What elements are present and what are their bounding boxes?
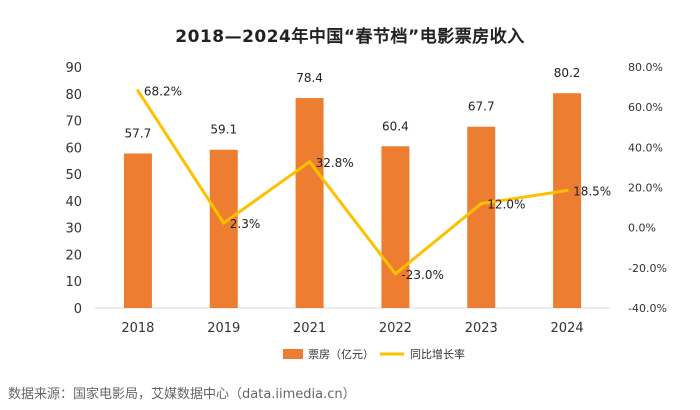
y-tick-label: 40 — [65, 195, 82, 210]
chart: 0 10 20 30 40 50 60 70 80 90 -40.0% -20.0% 0.0% 20.0%… — [65, 61, 667, 361]
y2-tick-label: 0.0% — [628, 222, 656, 235]
line-value-label: -23.0% — [401, 268, 443, 282]
line-point — [308, 160, 312, 164]
y2-tick-label: 40.0% — [628, 141, 663, 154]
line-point — [393, 272, 397, 276]
y2-tick-label: 80.0% — [628, 61, 663, 74]
bar-value-label: 78.4 — [296, 71, 323, 85]
line-value-label: 2.3% — [230, 217, 261, 231]
y2-tick-label: -20.0% — [628, 262, 667, 275]
bar — [467, 126, 496, 308]
x-tick-label: 2023 — [465, 321, 498, 336]
x-tick-label: 2021 — [293, 321, 326, 336]
line-point — [136, 89, 140, 93]
bar-value-label: 57.7 — [125, 126, 152, 140]
y2-tick-label: 60.0% — [628, 101, 663, 114]
y-tick-label: 60 — [65, 141, 82, 156]
y-tick-label: 90 — [65, 61, 82, 76]
y-tick-label: 20 — [65, 248, 82, 263]
bar-value-label: 80.2 — [554, 66, 581, 80]
bar — [209, 149, 238, 308]
y-tick-label: 10 — [65, 275, 82, 290]
y-tick-label: 70 — [65, 115, 82, 130]
x-tick-label: 2024 — [551, 321, 584, 336]
y-tick-label: 80 — [65, 88, 82, 103]
legend-swatch-bar — [283, 349, 303, 359]
bar-value-label: 59.1 — [210, 123, 237, 137]
legend-label-bar: 票房（亿元） — [308, 348, 374, 361]
y2-tick-label: 20.0% — [628, 182, 663, 195]
line-point — [222, 221, 226, 225]
y-tick-label: 30 — [65, 222, 82, 237]
bar — [381, 146, 410, 308]
source-note: 数据来源：国家电影局，艾媒数据中心（data.iimedia.cn） — [8, 387, 356, 402]
legend-label-line: 同比增长率 — [410, 347, 465, 361]
chart-title: 2018—2024年中国“春节档”电影票房收入 — [175, 27, 525, 47]
line-value-label: 32.8% — [316, 156, 354, 170]
bar — [295, 98, 324, 308]
x-tick-label: 2019 — [207, 321, 240, 336]
y-tick-label: 50 — [65, 168, 82, 183]
line-value-label: 68.2% — [144, 85, 182, 99]
line-point — [479, 202, 483, 206]
growth-rate-line — [136, 89, 568, 276]
bar-value-label: 60.4 — [382, 119, 409, 133]
x-tick-label: 2018 — [121, 321, 154, 336]
line-value-label: 18.5% — [573, 185, 611, 199]
y2-tick-label: -40.0% — [628, 302, 667, 315]
line-value-label: 12.0% — [487, 198, 525, 212]
bar — [553, 93, 582, 309]
x-tick-label: 2022 — [379, 321, 412, 336]
bar-value-label: 67.7 — [468, 100, 495, 114]
line-point — [565, 189, 569, 193]
y-tick-label: 0 — [74, 302, 82, 317]
bar — [123, 153, 152, 308]
